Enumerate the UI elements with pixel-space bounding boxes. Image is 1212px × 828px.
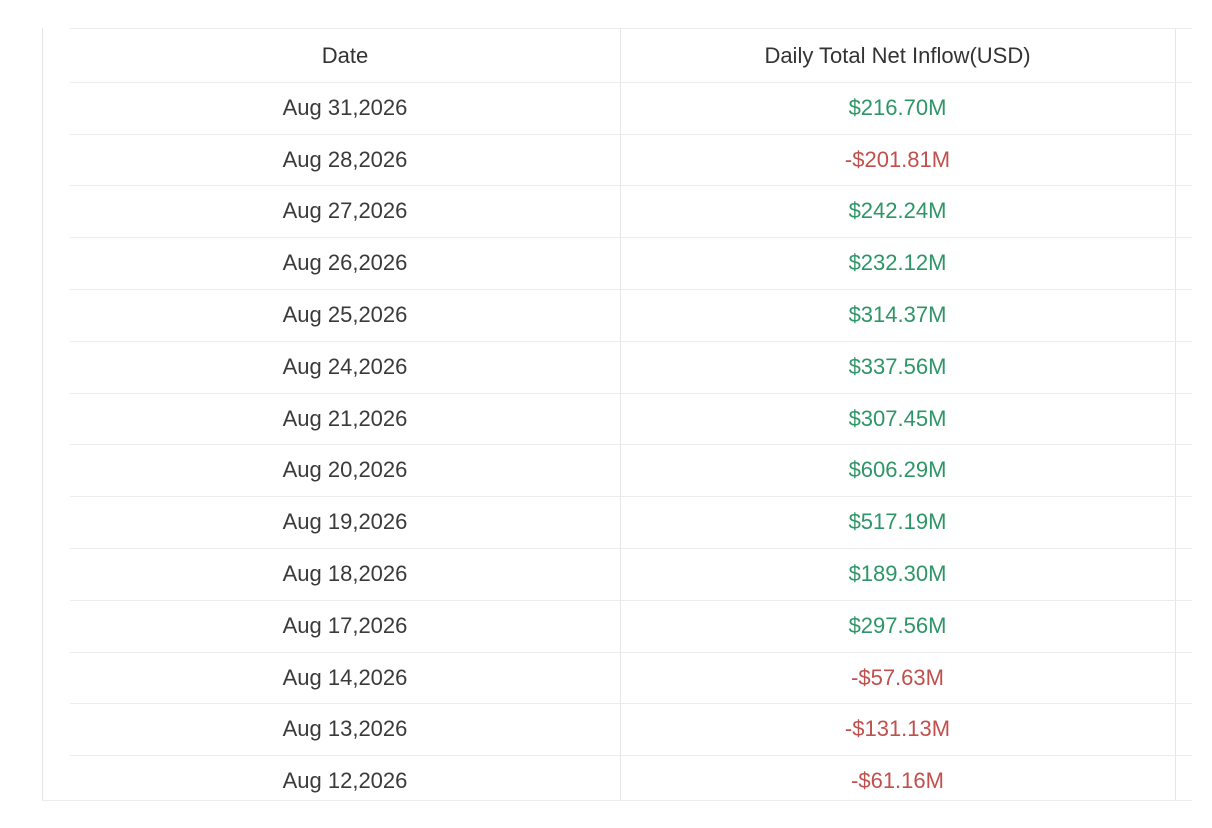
- inflow-cell: -$131.13M: [844, 716, 951, 742]
- row-divider: [70, 755, 1192, 757]
- inflow-cell: $242.24M: [848, 198, 947, 224]
- row-divider: [70, 703, 1192, 705]
- inflow-cell: -$201.81M: [844, 146, 951, 172]
- row-divider: [70, 651, 1192, 653]
- row-divider: [70, 237, 1192, 239]
- column-divider: [1175, 28, 1176, 800]
- bottom-border: [42, 800, 1192, 801]
- row-divider: [70, 444, 1192, 446]
- inflow-cell: $314.37M: [848, 302, 947, 327]
- row-divider: [70, 496, 1192, 498]
- inflow-cell: $517.19M: [848, 509, 947, 535]
- row-divider: [70, 548, 1192, 549]
- date-cell: Aug 19,2026: [282, 509, 408, 535]
- date-cell: Aug 27,2026: [282, 198, 408, 224]
- left-border: [42, 28, 43, 800]
- row-divider: [70, 340, 1192, 342]
- inflow-cell: $216.70M: [848, 94, 947, 120]
- inflow-cell: $337.56M: [848, 353, 947, 379]
- date-cell: Aug 20,2026: [282, 457, 408, 483]
- inflow-cell: $232.12M: [848, 250, 947, 276]
- date-cell: Aug 31,2026: [282, 94, 408, 120]
- column-divider: [620, 28, 621, 800]
- date-cell: Aug 24,2026: [282, 353, 408, 379]
- date-cell: Aug 26,2026: [282, 250, 408, 276]
- row-divider: [70, 289, 1192, 290]
- row-divider: [70, 81, 1192, 83]
- inflow-cell: $189.30M: [848, 561, 947, 586]
- date-cell: Aug 21,2026: [282, 405, 408, 431]
- inflow-cell: -$61.16M: [851, 768, 944, 794]
- date-cell: Aug 25,2026: [282, 302, 408, 327]
- date-cell: Aug 18,2026: [282, 561, 408, 586]
- date-cell: Aug 14,2026: [282, 664, 408, 690]
- date-cell: Aug 17,2026: [282, 612, 408, 638]
- inflow-cell: $606.29M: [848, 457, 947, 483]
- date-cell: Aug 28,2026: [282, 146, 408, 172]
- column-header: Daily Total Net Inflow(USD): [764, 43, 1031, 68]
- inflow-cell: $297.56M: [848, 612, 947, 638]
- column-header: Date: [321, 43, 369, 68]
- date-cell: Aug 12,2026: [282, 768, 408, 794]
- row-divider: [70, 185, 1192, 187]
- inflow-cell: -$57.63M: [851, 664, 944, 690]
- row-divider: [70, 133, 1192, 135]
- top-border: [70, 28, 1192, 29]
- row-divider: [70, 392, 1192, 394]
- date-cell: Aug 13,2026: [282, 716, 408, 742]
- row-divider: [70, 599, 1192, 601]
- inflow-cell: $307.45M: [848, 405, 947, 431]
